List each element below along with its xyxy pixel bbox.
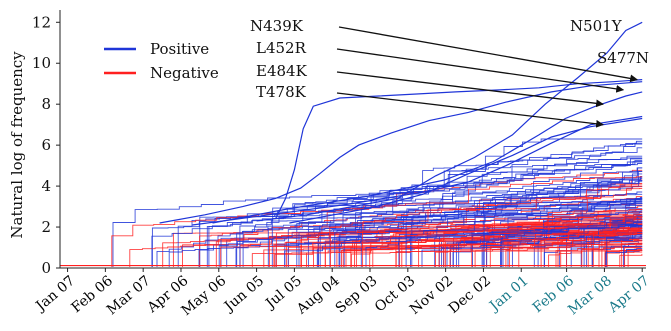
legend: Positive Negative bbox=[104, 40, 219, 82]
y-tick-label: 8 bbox=[41, 95, 51, 113]
series-line-n439k bbox=[159, 81, 643, 224]
trajectory-line bbox=[405, 211, 643, 267]
y-tick-label: 6 bbox=[41, 136, 51, 154]
x-tick-label: Dec 02 bbox=[446, 273, 494, 317]
annotation-n439k: N439K bbox=[250, 17, 304, 35]
annotation-arrow-e484k bbox=[336, 71, 604, 108]
trajectory-line bbox=[271, 197, 643, 267]
trajectory-line bbox=[362, 212, 643, 267]
trajectory-line bbox=[239, 161, 643, 267]
trajectory-line bbox=[418, 229, 643, 267]
y-tick-label: 4 bbox=[41, 177, 51, 195]
trajectory-line bbox=[570, 237, 643, 267]
y-axis-label: Natural log of frequency bbox=[8, 51, 26, 239]
trajectory-line bbox=[365, 191, 643, 267]
trajectory-line bbox=[284, 220, 643, 267]
trajectory-line bbox=[220, 227, 643, 267]
y-tick-label: 0 bbox=[41, 259, 51, 277]
y-tick-label: 10 bbox=[32, 54, 51, 72]
trajectory-line bbox=[129, 216, 643, 267]
trajectory-line bbox=[313, 187, 643, 267]
series-line-t478k bbox=[289, 117, 643, 224]
trajectory-line bbox=[557, 215, 643, 267]
x-tick-label: Jan 01 bbox=[485, 273, 531, 316]
trajectory-line bbox=[533, 231, 643, 267]
trajectory-line bbox=[273, 184, 643, 267]
background-trajectories bbox=[60, 138, 646, 267]
y-tick-label: 2 bbox=[41, 218, 51, 236]
trajectory-line bbox=[156, 143, 643, 267]
trajectory-line bbox=[395, 250, 643, 267]
series-line-l452r bbox=[212, 91, 643, 224]
series-line-e484k bbox=[192, 115, 643, 226]
annotation-l452r: L452R bbox=[256, 39, 307, 57]
trajectory-line bbox=[605, 248, 643, 267]
annotation-e484k: E484K bbox=[256, 62, 308, 80]
annotation-arrow-n439k bbox=[338, 26, 638, 83]
trajectory-line bbox=[151, 160, 643, 267]
legend-label-negative: Negative bbox=[150, 64, 219, 82]
trajectory-line bbox=[350, 221, 643, 267]
trajectory-line bbox=[360, 142, 643, 267]
trajectory-line bbox=[111, 176, 643, 267]
series-line-n501y bbox=[256, 21, 643, 222]
x-tick-label: Nov 02 bbox=[407, 273, 456, 318]
annotation-n501y: N501Y bbox=[570, 17, 623, 35]
annotations: N501Y S477N N439K L452R E484K T478K bbox=[250, 17, 649, 128]
annotation-arrow-l452r bbox=[336, 48, 625, 93]
series-layer bbox=[159, 21, 643, 226]
trajectory-line bbox=[287, 181, 643, 267]
trajectory-line bbox=[623, 245, 643, 267]
trajectory-line bbox=[592, 232, 643, 267]
trajectory-line bbox=[483, 198, 643, 267]
trajectory-line bbox=[334, 173, 643, 267]
trajectory-line bbox=[398, 225, 643, 267]
annotation-arrow-t478k bbox=[336, 92, 604, 128]
axes bbox=[59, 10, 646, 269]
trajectory-line bbox=[619, 253, 643, 267]
trajectory-line bbox=[306, 239, 643, 267]
x-tick-label: Sep 03 bbox=[333, 273, 381, 317]
trajectory-line bbox=[606, 234, 643, 267]
trajectory-line bbox=[444, 214, 643, 267]
y-tick-label: 12 bbox=[32, 13, 51, 31]
trajectory-line bbox=[566, 242, 643, 267]
annotation-t478k: T478K bbox=[256, 83, 307, 101]
legend-label-positive: Positive bbox=[150, 40, 209, 58]
trajectory-line bbox=[581, 246, 643, 267]
annotation-s477n: S477N bbox=[597, 49, 649, 67]
x-tick-label: Jan 07 bbox=[32, 273, 78, 316]
x-tick-label: Jun 05 bbox=[220, 273, 267, 316]
x-tick-label: Aug 04 bbox=[293, 273, 343, 318]
trajectory-line bbox=[317, 202, 643, 267]
series-line-s477n bbox=[274, 79, 643, 220]
trajectory-line bbox=[555, 244, 643, 267]
x-tick-label: Apr 07 bbox=[605, 273, 653, 317]
